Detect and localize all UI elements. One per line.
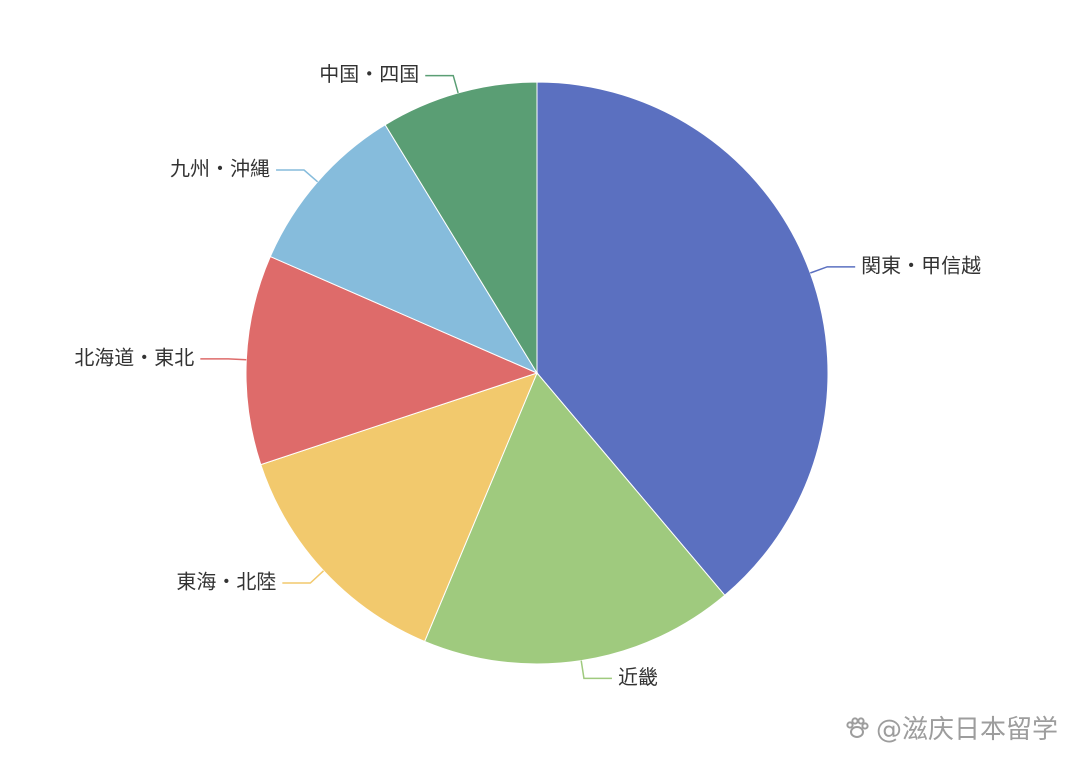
leader-line-slice-3: [282, 570, 325, 584]
leader-line-slice-4: [200, 358, 247, 361]
leader-line-slice-6: [425, 74, 459, 94]
leader-line-slice-5: [276, 169, 319, 183]
pie-slice-slice-4[interactable]: [245, 255, 539, 466]
leader-line-slice-2: [580, 660, 612, 680]
pie-leader-lines: [200, 74, 856, 680]
pie-slice-slice-5[interactable]: [269, 124, 539, 375]
paw-icon: [846, 716, 869, 738]
pie-label-slice-2: 近畿: [618, 665, 658, 689]
leader-line-slice-1: [810, 266, 856, 274]
pie-label-slice-5: 九州・沖縄: [170, 157, 270, 181]
watermark: @滋庆日本留学: [844, 709, 1058, 746]
watermark-text: @滋庆日本留学: [875, 715, 1058, 745]
pie-label-slice-4: 北海道・東北: [74, 345, 194, 369]
pie-slices: [245, 81, 829, 665]
pie-label-slice-1: 関東・甲信越: [861, 253, 981, 277]
pie-label-slice-6: 中国・四国: [319, 62, 419, 86]
pie-slice-slice-3[interactable]: [260, 372, 538, 643]
pie-label-slice-3: 東海・北陸: [176, 570, 276, 594]
pie-slice-slice-6[interactable]: [384, 81, 538, 375]
pie-slice-slice-2[interactable]: [423, 372, 726, 665]
